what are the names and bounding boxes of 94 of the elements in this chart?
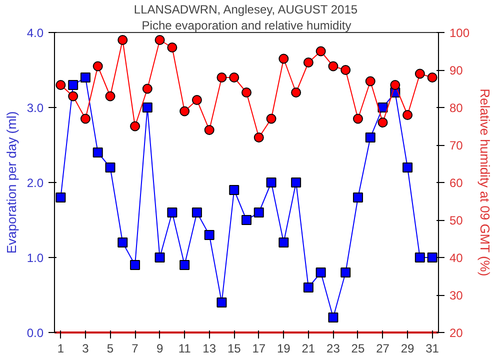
point [378, 118, 388, 128]
x-tick-label: 31 [426, 342, 440, 356]
point [80, 114, 90, 124]
point [68, 80, 78, 90]
y-tick-label: 4.0 [26, 26, 44, 40]
point [56, 80, 66, 90]
y-tick-label: 2.0 [26, 176, 44, 190]
y-tick-label: 1.0 [26, 251, 44, 265]
chart-title: LLANSADWRN, Anglesey, AUGUST 2015 [134, 2, 358, 16]
point [242, 215, 252, 225]
point [180, 106, 190, 116]
x-tick-label: 27 [376, 342, 390, 356]
point [68, 91, 78, 102]
point [130, 260, 140, 270]
point [92, 148, 103, 158]
point [427, 252, 438, 262]
point [167, 42, 178, 52]
x-tick-label: 23 [326, 342, 340, 356]
point [204, 125, 214, 135]
point [118, 238, 128, 248]
point [340, 268, 351, 278]
point [365, 132, 376, 142]
point [352, 114, 363, 124]
point [316, 46, 326, 56]
point [278, 54, 289, 64]
x-tick-label: 13 [202, 342, 216, 356]
point [142, 84, 152, 94]
x-tick-label: 9 [156, 342, 164, 356]
y2-axis-title: Relative humidity at 09 GMT (%) [478, 88, 493, 276]
point [254, 132, 264, 142]
x-tick-label: 17 [252, 342, 266, 356]
point [291, 178, 302, 188]
x-tick-label: 29 [400, 342, 415, 356]
point [291, 88, 302, 98]
y2-tick-label: 70 [450, 138, 464, 152]
point [402, 110, 413, 120]
y2-tick-label: 90 [450, 64, 464, 78]
chart-subtitle: Piche evaporation and relative humidity [142, 18, 352, 32]
point [303, 58, 314, 68]
point [427, 72, 438, 82]
point [118, 35, 128, 45]
x-tick-label: 3 [82, 342, 90, 356]
point [414, 68, 425, 79]
point [142, 102, 152, 112]
point [56, 192, 66, 202]
y-tick-label: 0.0 [26, 326, 44, 340]
x-tick-label: 21 [302, 342, 316, 356]
point [167, 208, 178, 218]
point [340, 65, 351, 75]
point [278, 238, 289, 248]
point [80, 72, 90, 82]
point [130, 121, 140, 132]
point [414, 252, 425, 262]
y2-tick-label: 30 [450, 288, 464, 302]
point [216, 298, 227, 308]
point [254, 208, 264, 218]
point [92, 61, 103, 72]
x-tick-label: 19 [276, 342, 291, 356]
point [328, 61, 338, 72]
point [266, 178, 276, 188]
point [229, 72, 240, 82]
point [402, 162, 413, 172]
point [216, 72, 227, 82]
x-tick-label: 7 [132, 342, 139, 356]
point [154, 35, 165, 45]
y2-tick-label: 20 [450, 326, 464, 340]
x-tick-label: 15 [227, 342, 242, 356]
point [105, 91, 116, 102]
point [192, 95, 202, 105]
point [328, 312, 338, 322]
point [105, 162, 116, 172]
point [390, 80, 400, 90]
point [316, 268, 326, 278]
point [242, 88, 252, 98]
point [180, 260, 190, 270]
point [192, 208, 202, 218]
y2-tick-label: 80 [450, 101, 464, 115]
point [365, 76, 376, 86]
y2-tick-label: 50 [450, 214, 464, 228]
point [266, 114, 276, 124]
point [229, 185, 240, 195]
point [204, 230, 214, 240]
y2-tick-label: 60 [450, 176, 464, 190]
y2-tick-label: 100 [450, 26, 470, 40]
point [154, 252, 165, 262]
x-tick-label: 25 [351, 342, 365, 356]
x-tick-label: 5 [106, 342, 114, 356]
y-tick-label: 3.0 [26, 101, 44, 115]
y2-tick-label: 40 [450, 251, 464, 265]
y-axis-title: Evaporation per day (ml) [4, 111, 19, 254]
x-tick-label: 1 [57, 342, 64, 356]
x-tick-label: 11 [178, 342, 192, 356]
point [352, 192, 363, 202]
point [303, 282, 314, 292]
